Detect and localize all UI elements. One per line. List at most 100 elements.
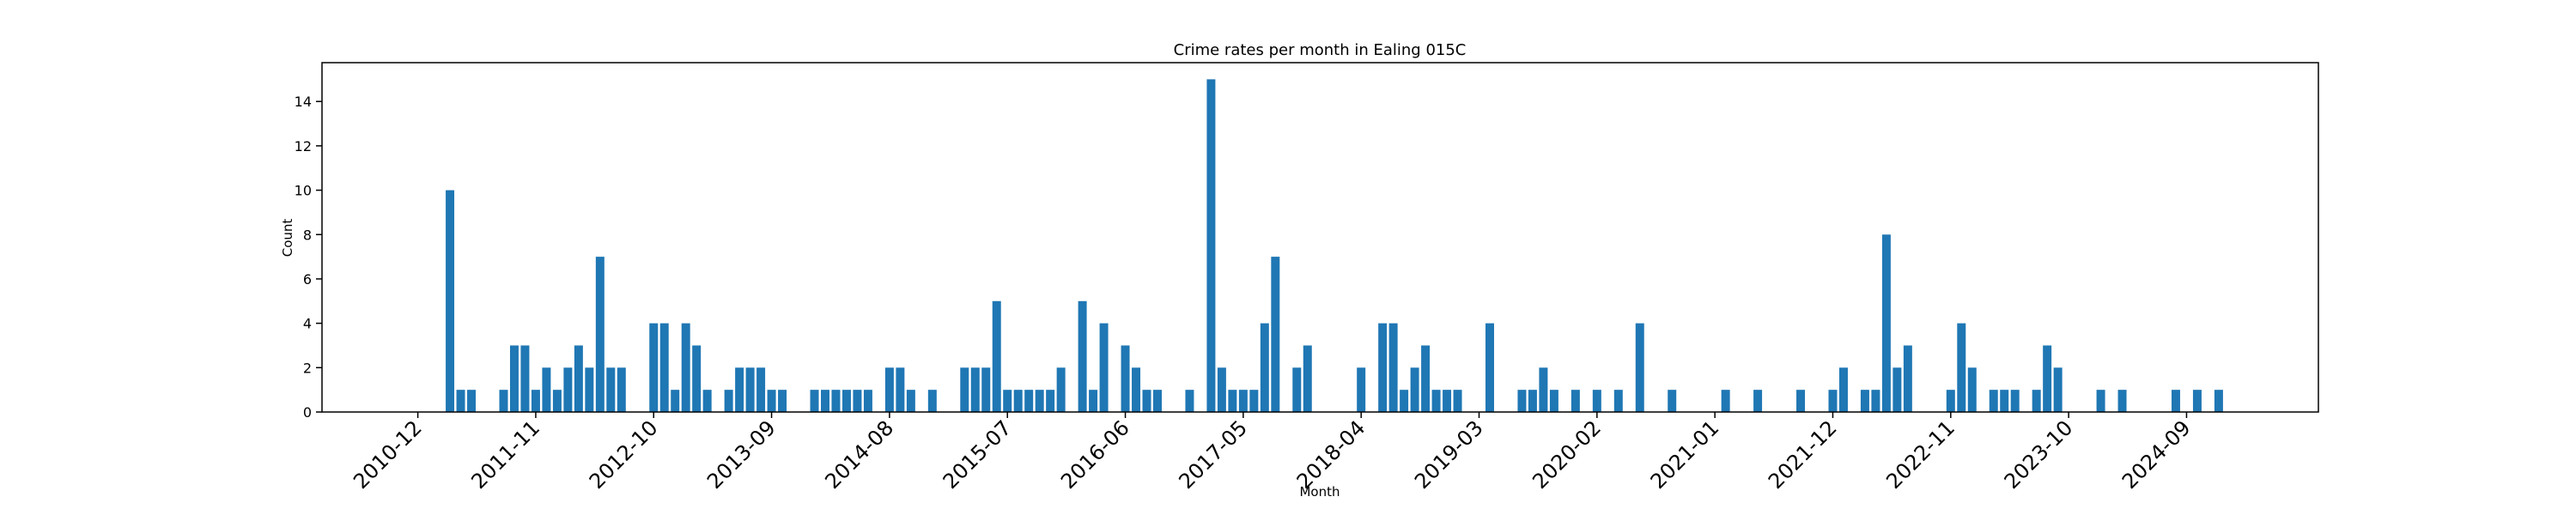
- x-tick-label: 2014-08: [820, 415, 898, 494]
- bar: [1271, 257, 1280, 412]
- bar: [821, 390, 829, 412]
- bar: [2000, 390, 2009, 412]
- x-tick-label: 2021-01: [1646, 415, 1724, 494]
- bar: [1249, 390, 1259, 412]
- bar: [574, 345, 583, 412]
- x-tick-label: 2022-11: [1881, 415, 1959, 494]
- x-tick-label: 2017-05: [1174, 415, 1252, 494]
- y-tick-label: 14: [295, 94, 312, 110]
- bar: [1142, 390, 1151, 412]
- bar: [981, 367, 991, 412]
- bar: [745, 367, 755, 412]
- bar: [2043, 345, 2052, 412]
- bar: [1431, 390, 1441, 412]
- bar: [735, 367, 744, 412]
- x-tick-label: 2015-07: [939, 415, 1017, 494]
- bar: [585, 367, 594, 412]
- y-tick-label: 12: [295, 138, 312, 154]
- bar: [1292, 367, 1302, 412]
- bar: [595, 257, 605, 412]
- bar: [552, 390, 562, 412]
- bar: [1410, 367, 1419, 412]
- bar: [2117, 390, 2127, 412]
- bar: [906, 390, 915, 412]
- bar: [1828, 390, 1838, 412]
- bar: [1635, 323, 1644, 412]
- bar: [1013, 390, 1023, 412]
- bar: [1078, 300, 1087, 412]
- bar: [1549, 390, 1558, 412]
- bar: [617, 367, 626, 412]
- bar: [884, 367, 894, 412]
- y-tick-label: 8: [303, 227, 312, 243]
- bar: [1303, 345, 1312, 412]
- bar: [1957, 323, 1966, 412]
- bar: [542, 367, 551, 412]
- bar: [1796, 390, 1806, 412]
- bar: [1753, 390, 1763, 412]
- bar: [2171, 390, 2180, 412]
- bar: [1668, 390, 1677, 412]
- x-tick-label: 2013-09: [702, 415, 781, 494]
- bar: [778, 390, 787, 412]
- bar: [724, 390, 733, 412]
- bar: [1228, 390, 1237, 412]
- y-tick-label: 10: [295, 183, 312, 199]
- x-tick-label: 2016-06: [1056, 415, 1134, 494]
- bar: [1035, 390, 1044, 412]
- bar: [810, 390, 819, 412]
- bar: [1721, 390, 1730, 412]
- bar: [896, 367, 905, 412]
- bar: [1967, 367, 1977, 412]
- bar: [1046, 390, 1055, 412]
- bar: [1528, 390, 1537, 412]
- bar: [1860, 390, 1869, 412]
- bar: [531, 390, 540, 412]
- bar: [2096, 390, 2105, 412]
- bar: [1260, 323, 1269, 412]
- bar: [927, 390, 937, 412]
- bar: [756, 367, 766, 412]
- bar: [863, 390, 872, 412]
- bar: [1592, 390, 1601, 412]
- bar: [1613, 390, 1623, 412]
- bar: [1903, 345, 1912, 412]
- bar: [681, 323, 690, 412]
- bar: [2214, 390, 2223, 412]
- bar: [1024, 390, 1034, 412]
- bar: [1089, 390, 1098, 412]
- bar: [1893, 367, 1902, 412]
- chart-title: Crime rates per month in Ealing 015C: [1174, 41, 1467, 59]
- bar: [1871, 390, 1880, 412]
- bar: [1153, 390, 1162, 412]
- plot-frame: [321, 62, 2319, 413]
- bar: [1539, 367, 1548, 412]
- bar: [1217, 367, 1226, 412]
- bar: [1132, 367, 1141, 412]
- bar: [509, 345, 519, 412]
- y-tick-label: 4: [303, 316, 312, 332]
- bar: [2032, 390, 2041, 412]
- bar: [1185, 390, 1194, 412]
- bar: [1003, 390, 1012, 412]
- y-axis-label: Count: [280, 219, 295, 258]
- bar: [499, 390, 508, 412]
- bar: [1571, 390, 1580, 412]
- bar: [1881, 234, 1891, 412]
- bar: [841, 390, 851, 412]
- bar: [1378, 323, 1388, 412]
- bar: [467, 390, 477, 412]
- x-tick-label: 2023-10: [2000, 415, 2078, 494]
- y-tick-label: 0: [303, 404, 312, 421]
- bar: [992, 300, 1001, 412]
- bar: [1400, 390, 1409, 412]
- bar: [446, 190, 455, 413]
- x-tick-label: 2018-04: [1292, 415, 1370, 494]
- bar: [2053, 367, 2063, 412]
- bar: [1056, 367, 1066, 412]
- bar: [1421, 345, 1431, 412]
- x-tick-label: 2012-10: [585, 415, 663, 494]
- x-tick-label: 2019-03: [1410, 415, 1488, 494]
- x-tick-label: 2020-02: [1528, 415, 1606, 494]
- bar: [1453, 390, 1462, 412]
